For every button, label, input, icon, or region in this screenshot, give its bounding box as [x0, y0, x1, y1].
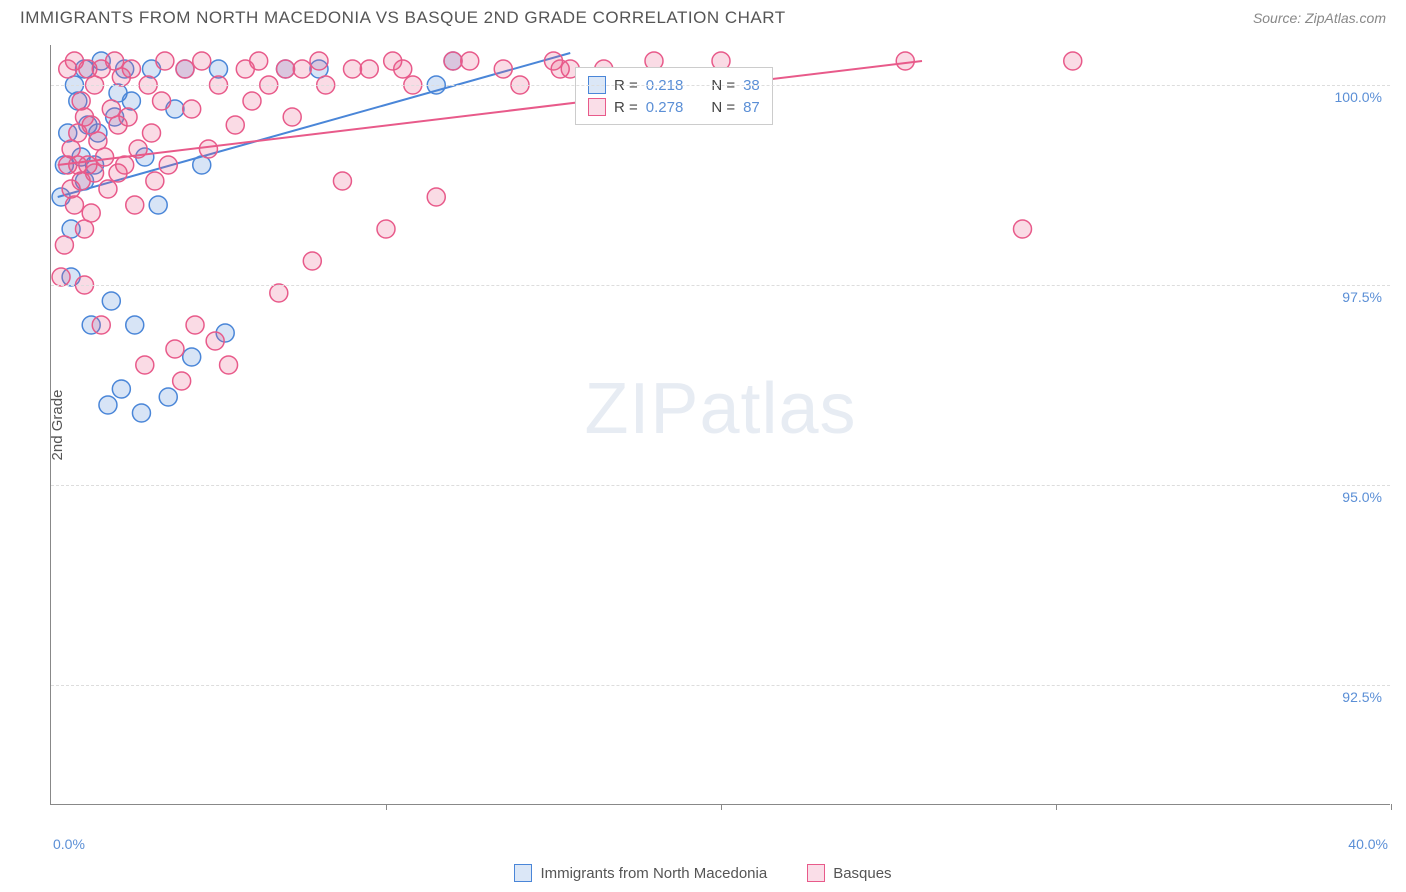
data-point [250, 52, 268, 70]
y-tick-label: 95.0% [1342, 489, 1382, 505]
y-tick-label: 92.5% [1342, 689, 1382, 705]
plot-svg [51, 45, 1390, 804]
legend-r-value: 0.278 [646, 99, 684, 116]
data-point [65, 196, 83, 214]
x-tick-label: 40.0% [1348, 836, 1388, 852]
data-point [119, 108, 137, 126]
bottom-legend: Immigrants from North Macedonia Basques [0, 864, 1406, 882]
bottom-legend-item: Basques [807, 864, 891, 882]
data-point [86, 164, 104, 182]
data-point [122, 92, 140, 110]
data-point [333, 172, 351, 190]
data-point [82, 204, 100, 222]
data-point [220, 356, 238, 374]
data-point [72, 92, 90, 110]
data-point [377, 220, 395, 238]
data-point [270, 284, 288, 302]
data-point [310, 52, 328, 70]
data-point [159, 156, 177, 174]
data-point [132, 404, 150, 422]
series-name: Immigrants from North Macedonia [540, 865, 767, 882]
data-point [55, 236, 73, 254]
data-point [344, 60, 362, 78]
data-point [156, 52, 174, 70]
y-tick-label: 100.0% [1335, 89, 1382, 105]
data-point [360, 60, 378, 78]
legend-swatch [588, 98, 606, 116]
data-point [1014, 220, 1032, 238]
gridline-h [51, 685, 1390, 686]
data-point [102, 292, 120, 310]
x-tick [1056, 804, 1057, 810]
data-point [92, 316, 110, 334]
data-point [52, 268, 70, 286]
gridline-h [51, 85, 1390, 86]
data-point [166, 340, 184, 358]
gridline-h [51, 285, 1390, 286]
data-point [283, 108, 301, 126]
legend-n-label: N = [711, 99, 735, 116]
data-point [199, 140, 217, 158]
data-point [96, 148, 114, 166]
series-name: Basques [833, 865, 891, 882]
data-point [243, 92, 261, 110]
stats-legend-row: R = 0.278 N = 87 [588, 96, 760, 118]
data-point [176, 60, 194, 78]
stats-legend: R =0.218N =38R =0.278N =87 [575, 67, 773, 125]
gridline-h [51, 485, 1390, 486]
data-point [293, 60, 311, 78]
data-point [303, 252, 321, 270]
data-point [159, 388, 177, 406]
x-tick [386, 804, 387, 810]
x-tick [1391, 804, 1392, 810]
data-point [99, 396, 117, 414]
data-point [394, 60, 412, 78]
x-tick [721, 804, 722, 810]
data-point [186, 316, 204, 334]
bottom-legend-item: Immigrants from North Macedonia [514, 864, 767, 882]
data-point [461, 52, 479, 70]
data-point [99, 180, 117, 198]
data-point [193, 52, 211, 70]
data-point [126, 316, 144, 334]
chart-container: ZIPatlas R =0.218N =38R =0.278N =87 92.5… [50, 45, 1390, 805]
data-point [494, 60, 512, 78]
data-point [173, 372, 191, 390]
legend-r-label: R = [614, 99, 638, 116]
y-tick-label: 97.5% [1342, 289, 1382, 305]
chart-title: IMMIGRANTS FROM NORTH MACEDONIA VS BASQU… [20, 8, 786, 28]
plot-area: ZIPatlas R =0.218N =38R =0.278N =87 92.5… [50, 45, 1390, 805]
legend-n-value: 87 [743, 99, 760, 116]
data-point [206, 332, 224, 350]
data-point [143, 124, 161, 142]
data-point [126, 196, 144, 214]
data-point [1064, 52, 1082, 70]
data-point [153, 92, 171, 110]
x-tick-label: 0.0% [53, 836, 85, 852]
data-point [277, 60, 295, 78]
data-point [146, 172, 164, 190]
data-point [183, 348, 201, 366]
legend-swatch [514, 864, 532, 882]
data-point [149, 196, 167, 214]
data-point [226, 116, 244, 134]
chart-source: Source: ZipAtlas.com [1253, 10, 1386, 26]
data-point [444, 52, 462, 70]
data-point [896, 52, 914, 70]
legend-swatch [807, 864, 825, 882]
data-point [136, 356, 154, 374]
data-point [112, 380, 130, 398]
y-axis-title: 2nd Grade [49, 390, 66, 461]
data-point [183, 100, 201, 118]
data-point [122, 60, 140, 78]
data-point [427, 188, 445, 206]
